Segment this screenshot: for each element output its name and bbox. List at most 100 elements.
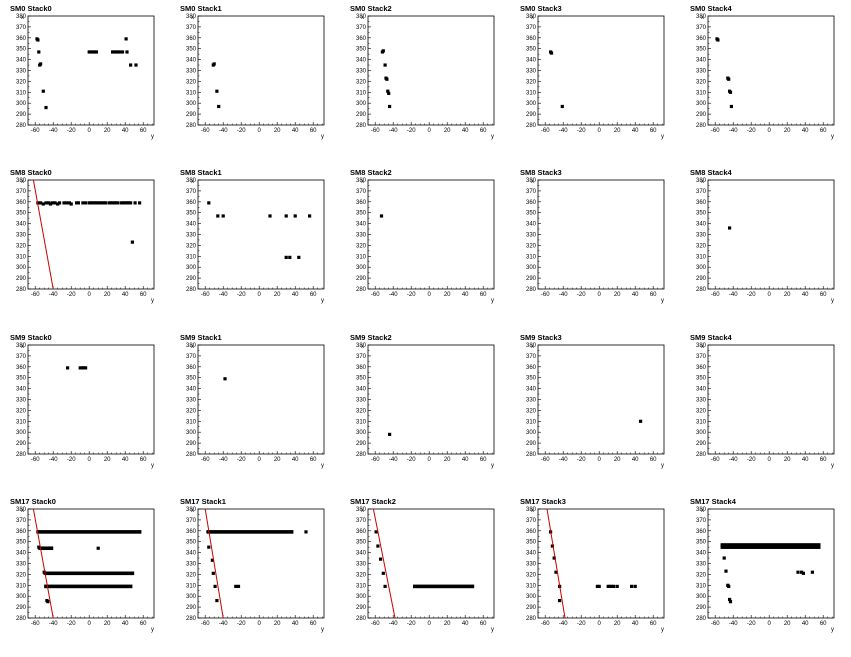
x-tick-label: 0 [258, 621, 262, 627]
y-tick-label: 340 [186, 222, 197, 228]
hit-point [223, 377, 227, 381]
hit-point [39, 201, 43, 205]
y-tick-label: 280 [356, 616, 367, 622]
chart-panel: SM8 Stack4 280 290 300 310 320 330 340 350 360 370… [680, 164, 850, 328]
hit-point [69, 202, 73, 206]
hit-point [114, 50, 118, 54]
x-tick-label: 40 [292, 128, 299, 134]
hit-point [606, 584, 610, 588]
track-fit-line [32, 509, 54, 618]
y-tick-label: 320 [186, 408, 197, 414]
hit-point [558, 598, 562, 603]
y-tick-label: 370 [16, 25, 27, 31]
plot-frame [27, 344, 155, 455]
y-tick-label: 360 [526, 200, 537, 206]
x-tick-label: 40 [462, 457, 469, 463]
y-tick-label: 310 [16, 583, 27, 589]
panel-title: SM8 Stack3 [520, 168, 562, 177]
hit-point [810, 570, 814, 574]
hit-point [134, 63, 138, 67]
x-tick-label: -40 [559, 457, 568, 463]
hit-point [127, 201, 131, 205]
hit-point [608, 584, 612, 588]
x-tick-label: -60 [711, 128, 720, 134]
plot-svg: 280 290 300 310 320 330 340 350 360 370 380 -60 -40 -… [356, 178, 495, 304]
y-tick-label: 360 [186, 200, 197, 206]
x-tick-label: 20 [104, 128, 111, 134]
x-axis-label: y [661, 627, 664, 633]
y-axis-label: x [191, 15, 194, 21]
y-tick-label: 300 [526, 430, 537, 436]
y-tick-label: 380 [186, 178, 197, 184]
x-tick-label: 40 [122, 457, 129, 463]
y-tick-label: 330 [526, 562, 537, 568]
y-tick-label: 380 [696, 343, 707, 349]
hit-point [57, 201, 62, 205]
track-fit-line [204, 509, 224, 618]
hit-point [65, 201, 69, 205]
y-tick-label: 360 [526, 365, 537, 371]
y-axis-label: x [191, 344, 194, 350]
y-tick-label: 310 [16, 90, 27, 96]
y-tick-label: 310 [186, 254, 197, 260]
hit-run [37, 530, 142, 534]
plot-area [211, 62, 221, 109]
hit-point [728, 597, 732, 602]
hit-point [50, 201, 54, 205]
hit-point [67, 201, 71, 205]
y-tick-label: 330 [356, 233, 367, 239]
x-tick-label: -60 [201, 621, 210, 627]
x-tick-label: 20 [274, 292, 281, 298]
hit-point [94, 201, 98, 205]
y-tick-label: 280 [16, 287, 27, 293]
y-tick-label: 290 [16, 605, 27, 611]
plot-frame [367, 508, 495, 619]
x-axis-label: y [491, 298, 494, 304]
chart-panel: SM8 Stack2 280 290 300 310 320 330 340 350 360 370… [340, 164, 510, 328]
plot-frame [197, 179, 325, 290]
y-axis-label: x [21, 508, 24, 514]
plot-svg: 280 290 300 310 320 330 340 350 360 370 380 -60 -40 -… [16, 14, 155, 140]
x-tick-label: 0 [598, 292, 602, 298]
hit-point [288, 255, 292, 259]
x-tick-label: -60 [201, 292, 210, 298]
y-tick-label: 360 [16, 365, 27, 371]
hit-point [207, 545, 211, 549]
hit-point [308, 214, 312, 218]
hit-point [120, 201, 124, 205]
plot-svg: 280 290 300 310 320 330 340 350 360 370 380 -60 -40 -… [696, 343, 835, 469]
y-tick-label: 320 [356, 243, 367, 249]
x-axis-label: y [151, 627, 154, 633]
y-tick-label: 310 [16, 419, 27, 425]
hit-point [46, 600, 50, 604]
y-axis-label: x [21, 179, 24, 185]
y-tick-label: 290 [186, 441, 197, 447]
y-tick-label: 340 [696, 387, 707, 393]
plot-area [223, 377, 227, 381]
hit-point [112, 201, 116, 205]
y-tick-label: 340 [526, 387, 537, 393]
y-axis-label: x [361, 508, 364, 514]
y-tick-label: 330 [16, 233, 27, 239]
y-tick-label: 280 [526, 123, 537, 129]
y-tick-label: 350 [16, 211, 27, 217]
plot-area [380, 49, 392, 109]
plot-svg: 280 290 300 310 320 330 340 350 360 370 380 -60 -40 -… [356, 14, 495, 140]
hit-point [724, 569, 728, 573]
y-tick-label: 360 [356, 365, 367, 371]
hit-point [381, 49, 385, 53]
y-tick-label: 350 [186, 376, 197, 382]
plot-svg: 280 290 300 310 320 330 340 350 360 370 380 -60 -40 -… [186, 178, 325, 304]
y-tick-label: 320 [526, 243, 537, 249]
panel-title: SM9 Stack4 [690, 333, 732, 342]
hit-point [111, 50, 115, 54]
y-tick-label: 330 [696, 233, 707, 239]
plot-svg: 280 290 300 310 320 330 340 350 360 370 380 -60 -40 -… [16, 507, 155, 633]
hit-point [93, 50, 97, 54]
plot-svg: 280 290 300 310 320 330 340 350 360 370 380 -60 -40 -… [186, 14, 325, 140]
x-tick-label: -20 [67, 621, 76, 627]
x-axis-label: y [151, 134, 154, 140]
hit-point [796, 570, 800, 574]
y-tick-label: 340 [186, 58, 197, 64]
y-tick-label: 360 [696, 365, 707, 371]
